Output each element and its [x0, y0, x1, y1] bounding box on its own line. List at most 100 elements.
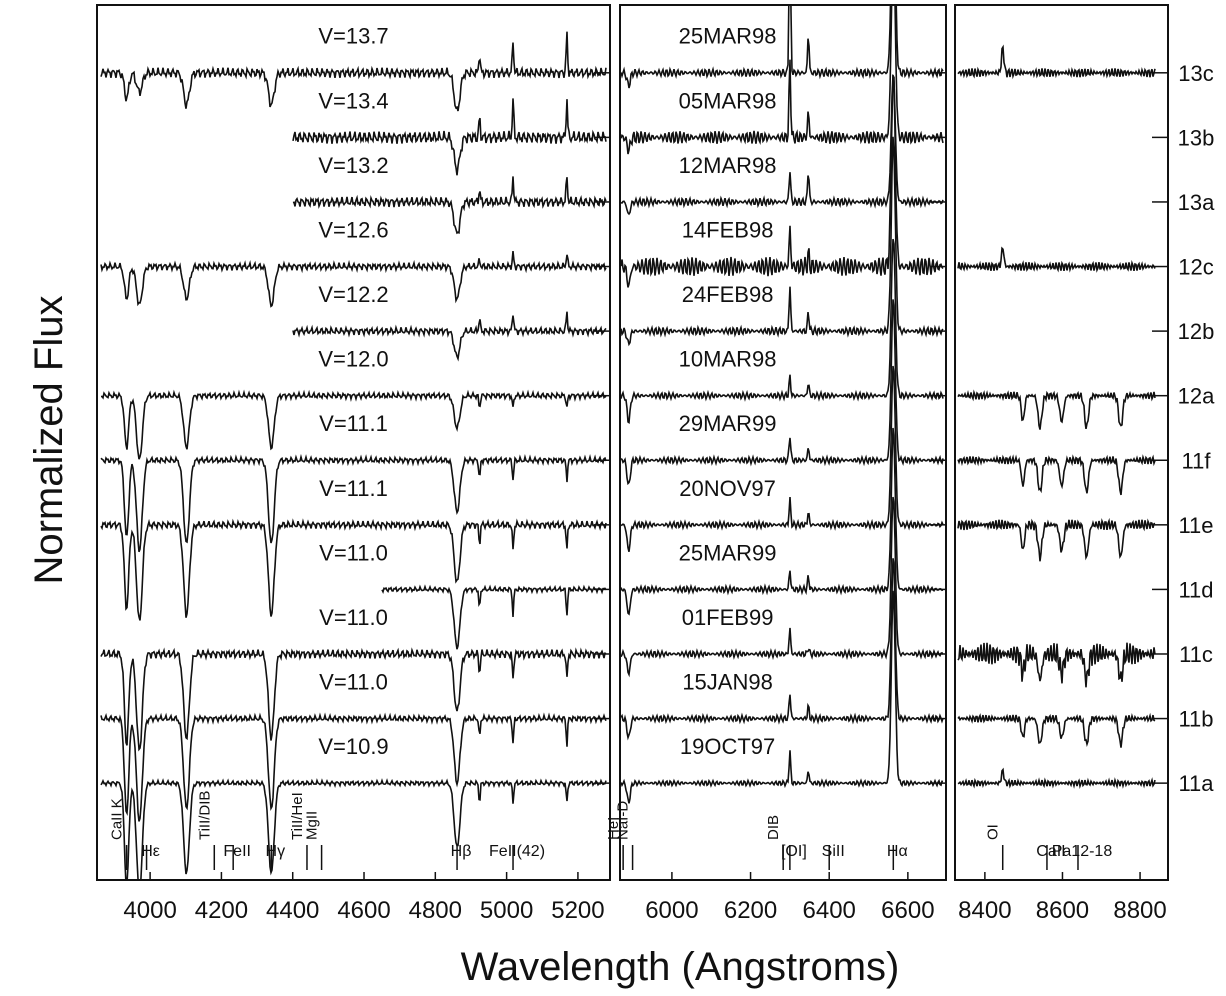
- x-axis-title: Wavelength (Angstroms): [461, 945, 900, 989]
- x-tick-label: 5000: [480, 897, 533, 924]
- spectrum: [620, 136, 944, 347]
- y-tick-label: 13b: [1178, 125, 1215, 150]
- panel: [620, 5, 944, 804]
- line-id-label: TiII/DIB: [196, 791, 213, 840]
- line-id-label: MgII: [304, 811, 321, 840]
- y-tick-label: 11d: [1178, 577, 1213, 602]
- y-tick-label: 11e: [1178, 513, 1213, 538]
- spectrum: [957, 642, 1156, 688]
- spectrum: [957, 44, 1156, 80]
- panel-frame: [96, 4, 611, 881]
- panel: [100, 31, 607, 880]
- y-tick-label: 12b: [1178, 319, 1215, 344]
- y-tick-label: 11a: [1178, 771, 1214, 796]
- line-id-label: OI: [985, 824, 1002, 840]
- spectrum: [100, 518, 607, 621]
- spectrum: [381, 584, 607, 650]
- date-label: 15JAN98: [682, 670, 773, 695]
- x-tick-label: 4200: [195, 897, 248, 924]
- y-tick-label: 13a: [1178, 190, 1215, 215]
- y-tick-label: 11c: [1179, 642, 1213, 667]
- x-tick-label: 4800: [409, 897, 462, 924]
- line-id-label: Hγ: [266, 843, 286, 860]
- spectrum: [100, 778, 607, 880]
- line-id-label: CaII K: [109, 798, 126, 840]
- spectrum: [100, 647, 607, 752]
- date-label: 25MAR99: [679, 540, 777, 565]
- date-label: 20NOV97: [679, 476, 776, 501]
- date-label: 10MAR98: [679, 347, 777, 372]
- spectrum: [957, 767, 1156, 790]
- y-tick-label: 12a: [1178, 384, 1215, 409]
- line-id-label: Hβ: [451, 843, 472, 860]
- spectrum: [620, 365, 944, 552]
- spectrum: [100, 31, 607, 112]
- spectrum: [100, 251, 607, 308]
- date-label: 12MAR98: [679, 153, 777, 178]
- magnitude-label: V=12.2: [318, 282, 388, 307]
- spectrum: [620, 299, 944, 486]
- magnitude-label: V=13.2: [318, 153, 388, 178]
- y-axis-title: Normalized Flux: [27, 296, 71, 585]
- line-id-label: DIB: [765, 815, 782, 840]
- date-label: 05MAR98: [679, 88, 777, 113]
- spectrum: [292, 176, 607, 235]
- spectrum: [957, 389, 1156, 430]
- magnitude-label: V=13.7: [318, 24, 388, 49]
- spectrum: [620, 558, 944, 741]
- spectrum: [620, 5, 944, 155]
- line-id-label: FeII: [223, 843, 251, 860]
- spectrum: [957, 246, 1156, 273]
- line-id-label: TiII/HeI: [289, 792, 306, 840]
- spectrum: [620, 496, 944, 678]
- line-id-label: NaI-D: [615, 801, 632, 840]
- date-label: 14FEB98: [682, 217, 774, 242]
- magnitude-label: V=10.9: [318, 734, 388, 759]
- line-id-label: FeII(42): [489, 843, 545, 860]
- x-tick-label: 8400: [958, 897, 1011, 924]
- x-tick-label: 6400: [803, 897, 856, 924]
- x-tick-label: 8600: [1036, 897, 1089, 924]
- x-tick-label: 4400: [266, 897, 319, 924]
- y-tick-label: 12c: [1178, 255, 1213, 280]
- line-id-label: CaII: [1036, 843, 1065, 860]
- spectrum: [957, 454, 1156, 496]
- magnitude-label: V=11.1: [319, 476, 388, 501]
- spectrum: [620, 73, 944, 288]
- x-tick-label: 6000: [645, 897, 698, 924]
- spectrum: [292, 98, 607, 176]
- spectrum: [620, 238, 944, 425]
- x-tick-label: 6200: [724, 897, 777, 924]
- spectrum: [620, 74, 944, 216]
- x-tick-label: 5200: [551, 897, 604, 924]
- magnitude-label: V=12.0: [318, 347, 388, 372]
- x-tick-label: 4600: [337, 897, 390, 924]
- date-label: 25MAR98: [679, 24, 777, 49]
- y-tick-label: 11b: [1178, 707, 1213, 732]
- x-tick-label: 6600: [881, 897, 934, 924]
- line-id-label: [OI]: [781, 843, 807, 860]
- line-id-label: HeI: [605, 817, 622, 840]
- magnitude-label: V=11.1: [319, 411, 388, 436]
- x-tick-label: 8800: [1113, 897, 1166, 924]
- spectrum: [100, 712, 607, 822]
- magnitude-label: V=12.6: [318, 217, 388, 242]
- date-label: 24FEB98: [682, 282, 774, 307]
- magnitude-label: V=11.0: [319, 540, 388, 565]
- line-id-label: SiII: [822, 843, 845, 860]
- spectrum: [957, 712, 1156, 748]
- panel-frame: [619, 4, 947, 881]
- y-tick-label: 13c: [1178, 61, 1213, 86]
- spectrum: [100, 453, 607, 553]
- y-tick-label: 11f: [1182, 448, 1212, 473]
- line-id-label: Hε: [141, 843, 160, 860]
- spectrum: [620, 5, 944, 89]
- x-tick-label: 4000: [123, 897, 176, 924]
- panel: [957, 44, 1156, 790]
- line-id-label: Pa12-18: [1052, 843, 1113, 860]
- date-label: 19OCT97: [680, 734, 775, 759]
- date-label: 29MAR99: [679, 411, 777, 436]
- spectrum: [957, 517, 1156, 562]
- spectrum: [100, 389, 607, 460]
- date-label: 01FEB99: [682, 605, 774, 630]
